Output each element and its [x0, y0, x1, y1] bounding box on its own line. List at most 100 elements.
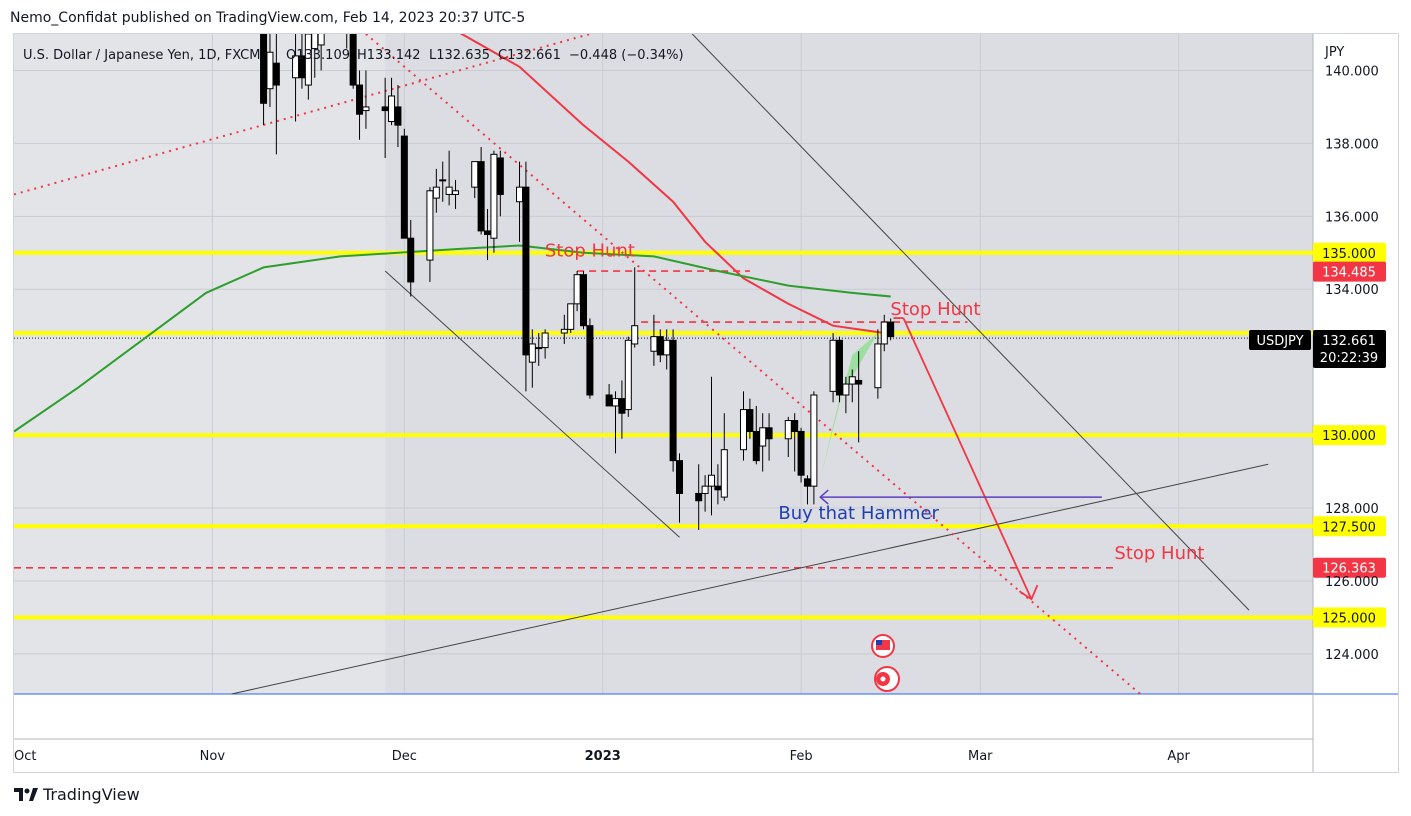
candle-body	[829, 339, 837, 392]
price-tag-bg	[1313, 330, 1386, 368]
hammer-arrow-head-icon	[819, 489, 829, 505]
candle-body	[439, 179, 447, 182]
candle	[260, 34, 268, 126]
candle-body	[791, 420, 799, 432]
candle	[624, 336, 632, 417]
candle-body	[349, 34, 357, 86]
dotted-trend-line	[365, 34, 1141, 695]
candle-body	[612, 398, 620, 407]
candle-body	[701, 485, 709, 494]
candle-body	[663, 339, 671, 356]
event-icons[interactable]	[871, 634, 900, 692]
candle-body	[394, 106, 402, 126]
legend-change: −0.448 (−0.34%)	[569, 48, 684, 63]
moving-average-green-line	[14, 244, 891, 433]
candle	[746, 398, 754, 439]
candle-body	[317, 34, 325, 46]
candle-body	[496, 157, 504, 195]
price-axis-label: 134.000	[1325, 283, 1379, 298]
candle-body	[381, 106, 389, 112]
price-chart[interactable]: 135.000 130.000 127.500 125.000 134.485 126.3…	[14, 34, 1399, 773]
candle-body	[624, 339, 632, 411]
candle-body	[675, 460, 683, 494]
annotation-label: Stop Hunt	[890, 299, 980, 320]
moving-average-red-line	[459, 34, 885, 334]
chart-area[interactable]: 135.000 130.000 127.500 125.000 134.485 126.3…	[13, 33, 1399, 773]
trend-channel-line	[231, 463, 1269, 695]
candle	[874, 329, 882, 399]
candle	[720, 413, 728, 501]
time-axis-label: Oct	[14, 749, 36, 764]
candle-body	[887, 321, 895, 338]
red-price-tag-label: 126.363	[1322, 562, 1376, 577]
candle	[580, 271, 588, 330]
candle	[407, 219, 415, 297]
candle-body	[432, 186, 440, 199]
candle-body	[765, 427, 773, 440]
current-price-tag: USDJPY 132.661 20:22:39	[1249, 330, 1386, 368]
level-tag-bg	[1313, 516, 1386, 537]
candle-body	[848, 376, 856, 385]
candle	[567, 303, 575, 334]
candle	[522, 161, 530, 392]
time-axis-label: Feb	[790, 749, 813, 764]
candle	[346, 34, 348, 49]
annotation-label: Stop Hunt	[1114, 543, 1204, 564]
candle-body	[541, 332, 549, 349]
annotation-label: Stop Hunt	[545, 240, 635, 261]
candle	[477, 147, 485, 235]
trend-channel-line	[691, 34, 1250, 611]
candle-body	[272, 62, 280, 86]
red-price-tag-label: 134.485	[1322, 266, 1376, 281]
candle	[304, 34, 312, 100]
symbol-tag-text: USDJPY	[1256, 334, 1303, 349]
candle-body	[580, 274, 588, 327]
footer-brand: TradingView	[43, 785, 140, 804]
candle-body	[880, 321, 888, 345]
us-flag-canton-icon	[876, 640, 882, 645]
price-axis-label: 138.000	[1325, 137, 1379, 152]
candle-body	[445, 186, 453, 195]
price-axis-label: 124.000	[1325, 648, 1379, 663]
us-flag-stripes-icon	[876, 640, 890, 650]
price-axis-label: 136.000	[1325, 210, 1379, 225]
symbol-tag-bg	[1249, 330, 1311, 350]
candle-body	[528, 343, 536, 363]
price-tag-countdown: 20:22:39	[1320, 351, 1378, 366]
down-projection-arrow	[902, 317, 1033, 600]
price-axis-background	[1313, 34, 1398, 772]
candle-body	[484, 230, 492, 236]
candle	[675, 453, 683, 523]
candle-body	[560, 328, 568, 334]
candle	[490, 150, 498, 253]
price-tag-price: 132.661	[1322, 334, 1376, 349]
candle-body	[567, 303, 575, 330]
candle	[810, 391, 818, 505]
candle	[701, 475, 709, 512]
tradingview-footer[interactable]: TradingView	[14, 785, 140, 804]
candle-body	[400, 135, 408, 239]
level-tag-label: 130.000	[1322, 429, 1376, 444]
candle-body	[720, 449, 728, 498]
legend-high: H133.142	[357, 48, 421, 63]
red-price-tag-bg	[1313, 261, 1386, 282]
candle-body	[752, 430, 760, 462]
time-axis-label: Apr	[1167, 749, 1190, 764]
candle-body	[618, 398, 626, 414]
candle-body	[707, 474, 715, 487]
candle-body	[759, 427, 767, 447]
candle	[400, 128, 408, 239]
candle	[791, 413, 799, 472]
candle	[887, 318, 895, 341]
candle-body	[656, 336, 664, 356]
annotation-label: Buy that Hammer	[778, 503, 939, 524]
candle	[349, 34, 357, 89]
candle	[439, 161, 447, 202]
candle-body	[522, 186, 530, 356]
candle-body	[535, 347, 543, 350]
level-tag-bg	[1313, 242, 1386, 263]
candle-body	[407, 237, 415, 283]
candle	[842, 376, 850, 414]
legend-close: C132.661	[498, 48, 561, 63]
candle	[528, 329, 536, 388]
